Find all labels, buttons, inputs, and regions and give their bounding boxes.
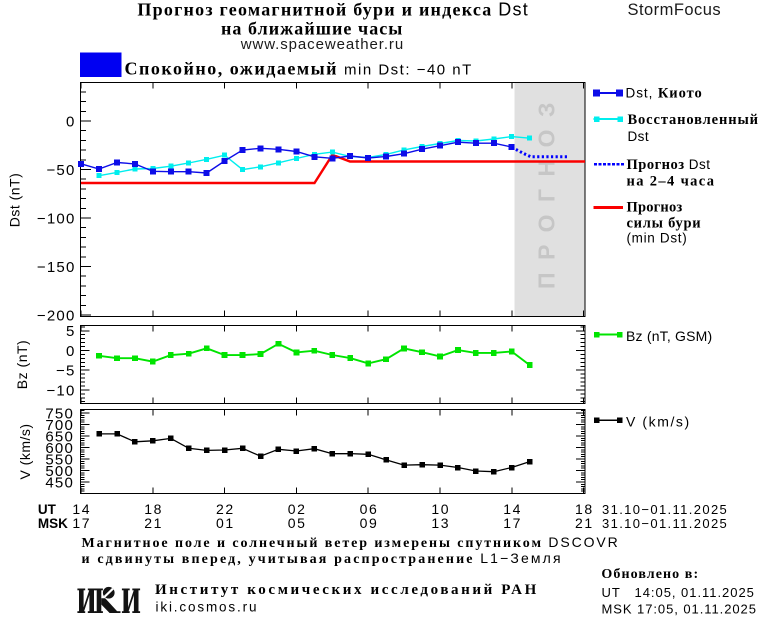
svg-text:06: 06 bbox=[360, 501, 379, 517]
svg-text:(min Dst): (min Dst) bbox=[627, 231, 688, 246]
svg-text:14: 14 bbox=[72, 501, 91, 517]
svg-text:iki.cosmos.ru: iki.cosmos.ru bbox=[156, 600, 259, 615]
svg-text:MSK 17:05, 01.11.2025: MSK 17:05, 01.11.2025 bbox=[602, 602, 757, 617]
svg-text:18: 18 bbox=[144, 501, 163, 517]
svg-text:0: 0 bbox=[66, 343, 76, 360]
svg-text:650: 650 bbox=[45, 428, 74, 445]
svg-text:Прогноз: Прогноз bbox=[627, 200, 683, 216]
svg-text:22: 22 bbox=[216, 501, 235, 517]
svg-text:Прогноз Dst: Прогноз Dst bbox=[627, 157, 711, 173]
svg-text:V (km/s): V (km/s) bbox=[17, 423, 33, 479]
svg-text:Магнитное поле и солнечный вет: Магнитное поле и солнечный ветер измерен… bbox=[82, 534, 620, 551]
svg-text:−200: −200 bbox=[37, 307, 76, 324]
svg-text:450: 450 bbox=[45, 474, 74, 491]
svg-text:www.spaceweather.ru: www.spaceweather.ru bbox=[240, 36, 404, 53]
svg-text:−10: −10 bbox=[46, 382, 75, 399]
svg-text:750: 750 bbox=[45, 405, 74, 422]
svg-text:−100: −100 bbox=[37, 210, 76, 227]
svg-text:V (km/s): V (km/s) bbox=[626, 414, 691, 430]
svg-text:Восстановленный: Восстановленный bbox=[628, 112, 759, 128]
svg-text:на ближайшие часы: на ближайшие часы bbox=[221, 18, 403, 38]
svg-text:−150: −150 bbox=[37, 259, 76, 276]
svg-text:09: 09 bbox=[360, 515, 379, 531]
svg-text:17: 17 bbox=[503, 515, 522, 531]
svg-text:−50: −50 bbox=[46, 162, 75, 179]
svg-text:21: 21 bbox=[144, 515, 163, 531]
svg-text:Спокойно, ожидаемый min Dst: −: Спокойно, ожидаемый min Dst: −40 nT bbox=[125, 59, 473, 79]
svg-text:Dst: Dst bbox=[628, 129, 650, 144]
svg-text:−5: −5 bbox=[56, 363, 76, 380]
svg-text:600: 600 bbox=[45, 440, 74, 457]
svg-text:500: 500 bbox=[45, 463, 74, 480]
svg-text:силы бури: силы бури bbox=[627, 216, 702, 232]
svg-text:Bz (nT): Bz (nT) bbox=[14, 340, 30, 389]
svg-text:Dst, Киото: Dst, Киото bbox=[626, 86, 703, 102]
svg-text:Институт космических исследова: Институт космических исследований РАН bbox=[155, 582, 539, 598]
svg-text:18: 18 bbox=[575, 501, 594, 517]
svg-text:02: 02 bbox=[288, 501, 307, 517]
svg-text:10: 10 bbox=[431, 501, 450, 517]
svg-text:14: 14 bbox=[503, 501, 522, 517]
svg-text:17: 17 bbox=[72, 515, 91, 531]
svg-text:01: 01 bbox=[216, 515, 235, 531]
svg-text:550: 550 bbox=[45, 451, 74, 468]
svg-text:MSK: MSK bbox=[38, 516, 68, 531]
svg-text:31.10−01.11.2025: 31.10−01.11.2025 bbox=[602, 516, 728, 531]
svg-text:13: 13 bbox=[431, 515, 450, 531]
svg-text:05: 05 bbox=[288, 515, 307, 531]
svg-text:Прогноз геомагнитной бури и ин: Прогноз геомагнитной бури и индекса Dst bbox=[137, 0, 529, 20]
svg-text:на 2–4 часа: на 2–4 часа bbox=[627, 173, 716, 189]
svg-text:5: 5 bbox=[66, 323, 76, 340]
svg-text:и сдвинуты вперед, учитывая ра: и сдвинуты вперед, учитывая распростране… bbox=[82, 550, 563, 567]
svg-text:21: 21 bbox=[575, 515, 594, 531]
svg-text:UT 14:05, 01.11.2025: UT 14:05, 01.11.2025 bbox=[602, 585, 755, 600]
svg-text:0: 0 bbox=[66, 113, 76, 130]
svg-text:Dst (nT): Dst (nT) bbox=[7, 173, 23, 228]
svg-text:UT: UT bbox=[38, 502, 57, 517]
svg-text:Обновлено в:: Обновлено в: bbox=[601, 567, 699, 582]
svg-text:Bz (nT, GSM): Bz (nT, GSM) bbox=[626, 328, 712, 344]
svg-text:700: 700 bbox=[45, 417, 74, 434]
svg-text:31.10−01.11.2025: 31.10−01.11.2025 bbox=[602, 502, 728, 517]
svg-text:StormFocus: StormFocus bbox=[628, 1, 722, 19]
svg-text:ПРОГНОЗ: ПРОГНОЗ bbox=[534, 90, 560, 289]
